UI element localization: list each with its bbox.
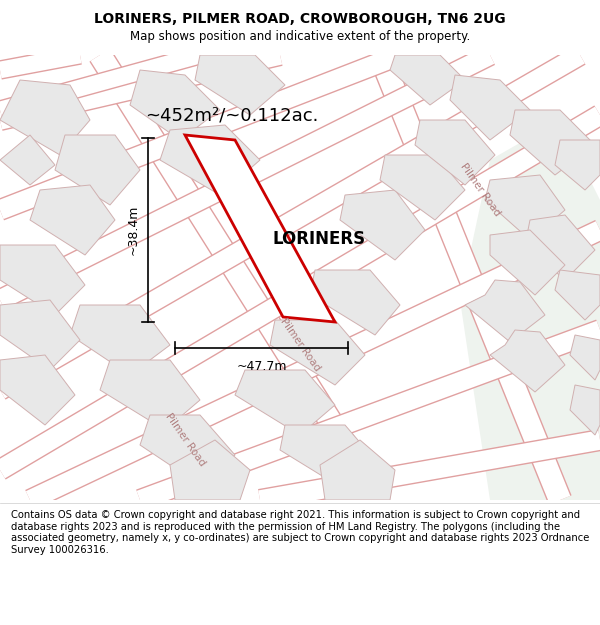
Text: Contains OS data © Crown copyright and database right 2021. This information is : Contains OS data © Crown copyright and d… xyxy=(11,510,589,555)
Polygon shape xyxy=(340,190,425,260)
Polygon shape xyxy=(185,135,335,322)
Polygon shape xyxy=(280,425,375,490)
Polygon shape xyxy=(70,305,170,375)
Polygon shape xyxy=(140,415,235,485)
Polygon shape xyxy=(0,80,90,155)
Polygon shape xyxy=(570,335,600,380)
Text: ~47.7m: ~47.7m xyxy=(236,360,287,373)
Polygon shape xyxy=(510,110,595,175)
Polygon shape xyxy=(0,355,75,425)
Polygon shape xyxy=(0,135,55,185)
Polygon shape xyxy=(485,175,565,240)
Text: LORINERS: LORINERS xyxy=(273,229,366,248)
Polygon shape xyxy=(160,125,260,195)
Polygon shape xyxy=(195,55,285,115)
Polygon shape xyxy=(415,120,495,185)
Text: Map shows position and indicative extent of the property.: Map shows position and indicative extent… xyxy=(130,30,470,43)
Text: ~452m²/~0.112ac.: ~452m²/~0.112ac. xyxy=(145,106,319,124)
Polygon shape xyxy=(555,140,600,190)
Polygon shape xyxy=(450,75,530,140)
Polygon shape xyxy=(490,230,565,295)
Polygon shape xyxy=(0,245,85,315)
Polygon shape xyxy=(320,440,395,500)
Polygon shape xyxy=(130,70,220,140)
Polygon shape xyxy=(460,120,600,500)
Polygon shape xyxy=(270,320,365,385)
Polygon shape xyxy=(525,215,595,280)
Polygon shape xyxy=(0,300,80,370)
Polygon shape xyxy=(100,360,200,430)
Text: LORINERS, PILMER ROAD, CROWBOROUGH, TN6 2UG: LORINERS, PILMER ROAD, CROWBOROUGH, TN6 … xyxy=(94,12,506,26)
Text: Pilmer Road: Pilmer Road xyxy=(278,317,322,373)
Polygon shape xyxy=(390,55,465,105)
Text: ~38.4m: ~38.4m xyxy=(127,205,140,255)
Polygon shape xyxy=(170,440,250,500)
Polygon shape xyxy=(310,270,400,335)
Polygon shape xyxy=(30,185,115,255)
Polygon shape xyxy=(465,280,545,342)
Text: Pilmer Road: Pilmer Road xyxy=(163,412,207,468)
Polygon shape xyxy=(380,155,465,220)
Polygon shape xyxy=(235,370,335,435)
Polygon shape xyxy=(55,135,140,205)
Polygon shape xyxy=(570,385,600,435)
Polygon shape xyxy=(490,330,565,392)
Text: Pilmer Road: Pilmer Road xyxy=(458,162,502,218)
Polygon shape xyxy=(555,270,600,320)
